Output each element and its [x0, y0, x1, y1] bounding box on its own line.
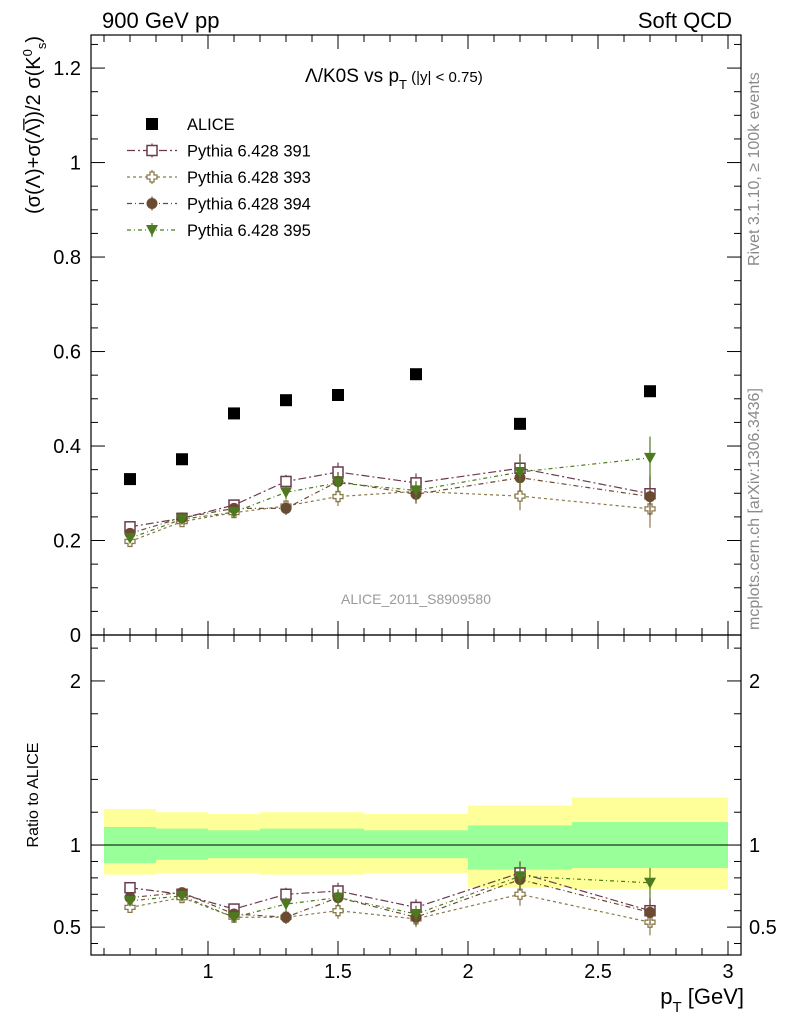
- series-2-point: [332, 490, 344, 503]
- ratio-tick-label-right: 1: [749, 835, 760, 857]
- y-tick-label: 1.2: [53, 58, 81, 80]
- series-4-point: [514, 467, 526, 479]
- y-tick-label: 0.4: [53, 436, 81, 458]
- series-4-ratio-point: [280, 899, 292, 911]
- x-tick-label: 1: [202, 961, 213, 983]
- series-0-point: [176, 453, 188, 466]
- ratio-y-axis-label: Ratio to ALICE: [25, 743, 42, 848]
- series-3-ratio-line: [129, 878, 651, 918]
- series-4-point: [332, 477, 344, 489]
- series-4-ratio-point: [176, 890, 188, 902]
- series-4-point: [124, 533, 136, 545]
- series-4-ratio-line: [129, 875, 651, 918]
- legend-label: ALICE: [187, 116, 235, 134]
- y-axis-label: (σ(Λ)+σ(Λ̅))/2 σ(K0s): [20, 36, 49, 214]
- y-tick-label: 0.6: [53, 342, 81, 364]
- series-4-point: [410, 485, 422, 497]
- legend-marker: [146, 198, 158, 209]
- series-2-ratio-point: [514, 888, 526, 900]
- ratio-band-inner: [312, 828, 364, 859]
- legend-marker: [146, 225, 158, 236]
- ratio-tick-label: 0.5: [53, 917, 81, 939]
- series-0-point: [124, 473, 136, 486]
- legend-label: Pythia 6.428 391: [187, 143, 311, 161]
- legend-label: Pythia 6.428 393: [187, 169, 311, 187]
- ratio-tick-label-right: 2: [749, 671, 760, 693]
- ratio-band-inner: [156, 828, 208, 860]
- series-4-ratio-point: [228, 912, 240, 924]
- y-tick-label: 0.2: [53, 531, 81, 553]
- series-4-ratio-point: [124, 895, 136, 907]
- series-4-point: [644, 452, 656, 464]
- series-4-ratio-point: [332, 892, 344, 904]
- ratio-band-inner: [208, 830, 260, 859]
- series-3-line: [129, 477, 651, 534]
- legend-label: Pythia 6.428 394: [187, 196, 311, 214]
- y-tick-label: 0.8: [53, 247, 81, 269]
- series-4-line: [129, 457, 651, 539]
- ratio-tick-label: 1: [70, 835, 81, 857]
- series-1-ratio-point: [124, 881, 136, 894]
- y-tick-label: 1: [70, 153, 81, 175]
- series-4-point: [228, 507, 240, 519]
- series-2-ratio-point: [332, 905, 344, 917]
- series-0-point: [644, 385, 656, 398]
- series-2-line: [129, 490, 651, 543]
- ratio-band-inner: [260, 828, 312, 859]
- header-left: 900 GeV pp: [102, 8, 220, 33]
- ratio-tick-label: 2: [70, 671, 81, 693]
- series-0-point: [280, 394, 292, 407]
- series-2-point: [514, 490, 526, 502]
- series-2-ratio-line: [129, 893, 651, 923]
- series-4-point: [176, 514, 188, 526]
- series-0-point: [228, 407, 240, 420]
- series-3-ratio-point: [644, 906, 656, 918]
- series-1-line: [129, 467, 651, 528]
- chart-title: Λ/K0S vs pT (|y| < 0.75): [305, 66, 483, 92]
- series-3-point: [280, 502, 292, 514]
- series-3-point: [644, 491, 656, 503]
- analysis-watermark: ALICE_2011_S8909580: [341, 591, 491, 607]
- series-1-point: [280, 475, 292, 488]
- series-2-ratio-point: [124, 901, 136, 914]
- legend-label: Pythia 6.428 395: [187, 222, 311, 240]
- x-tick-label: 2: [462, 961, 473, 983]
- series-4-point: [280, 487, 292, 499]
- x-tick-label: 2.5: [584, 961, 612, 983]
- legend-marker: [146, 118, 158, 130]
- legend-marker: [146, 171, 158, 183]
- x-tick-label: 3: [722, 961, 733, 983]
- series-4-ratio-point: [514, 871, 526, 883]
- series-4-ratio-point: [410, 908, 422, 920]
- y-tick-label: 0: [70, 625, 81, 647]
- x-tick-label: 1.5: [324, 961, 352, 983]
- ratio-band-inner: [364, 830, 468, 859]
- series-0-point: [410, 368, 422, 381]
- series-0-point: [514, 417, 526, 430]
- series-4-ratio-point: [644, 877, 656, 889]
- header-right: Soft QCD: [637, 8, 732, 33]
- x-axis-label: pT [GeV]: [660, 984, 744, 1016]
- series-0-point: [332, 389, 344, 401]
- ratio-tick-label-right: 0.5: [749, 917, 777, 939]
- legend-marker: [146, 144, 158, 157]
- series-3-ratio-point: [280, 911, 292, 923]
